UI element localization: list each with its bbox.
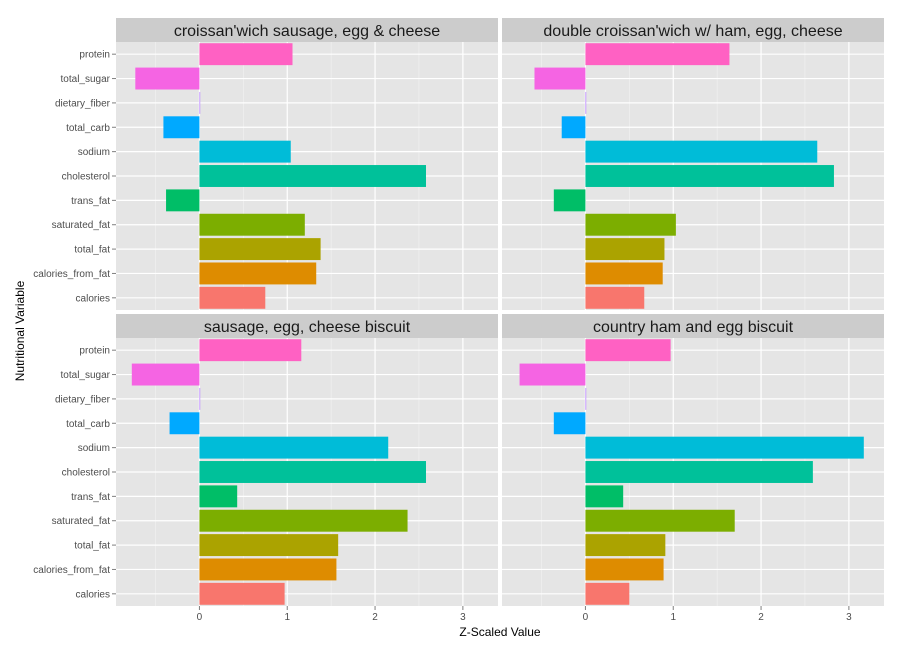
x-axis-title: Z-Scaled Value bbox=[459, 625, 540, 639]
bar-total-fat bbox=[585, 534, 666, 557]
bar-sodium bbox=[199, 140, 291, 163]
bar-cholesterol bbox=[585, 165, 834, 187]
y-axis-title: Nutritional Variable bbox=[13, 280, 27, 381]
y-tick-label: total_fat bbox=[74, 541, 110, 552]
y-tick-label: trans_fat bbox=[71, 196, 110, 207]
facet-panel: double croissan'wich w/ ham, egg, cheese bbox=[502, 18, 884, 310]
x-tick-label: 0 bbox=[197, 612, 203, 623]
y-tick-label: calories_from_fat bbox=[33, 269, 110, 280]
facet-strip bbox=[116, 18, 498, 42]
bar-total-fat bbox=[199, 238, 321, 261]
bar-cholesterol bbox=[199, 165, 426, 187]
x-tick-label: 1 bbox=[670, 612, 676, 623]
bar-calories bbox=[199, 286, 266, 309]
facet-strip bbox=[116, 314, 498, 338]
y-tick-label: total_fat bbox=[74, 245, 110, 256]
bar-total-sugar bbox=[131, 363, 200, 386]
bar-dietary-fiber bbox=[199, 387, 201, 410]
y-tick-label: dietary_fiber bbox=[55, 394, 111, 405]
bar-dietary-fiber bbox=[585, 91, 587, 114]
bar-total-sugar bbox=[534, 67, 586, 90]
bar-sodium bbox=[199, 436, 389, 459]
bar-protein bbox=[199, 43, 293, 66]
facet-title: sausage, egg, cheese biscuit bbox=[204, 319, 411, 336]
facet-title: double croissan'wich w/ ham, egg, cheese bbox=[543, 23, 842, 40]
y-tick-label: sodium bbox=[78, 147, 110, 158]
bar-protein bbox=[585, 339, 671, 362]
bar-saturated-fat bbox=[199, 509, 408, 532]
facet-title: croissan'wich sausage, egg & cheese bbox=[174, 23, 440, 40]
bar-total-sugar bbox=[519, 363, 586, 386]
bar-calories bbox=[585, 286, 645, 309]
y-tick-label: total_carb bbox=[66, 419, 110, 430]
y-tick-label: calories bbox=[76, 589, 110, 600]
bar-trans-fat bbox=[199, 485, 238, 508]
facet-strip bbox=[502, 18, 884, 42]
y-tick-label: saturated_fat bbox=[52, 220, 111, 231]
bar-cholesterol bbox=[585, 461, 813, 483]
bar-trans-fat bbox=[553, 189, 586, 212]
y-tick-label: cholesterol bbox=[62, 172, 110, 183]
y-tick-label: calories_from_fat bbox=[33, 565, 110, 576]
y-tick-label: dietary_fiber bbox=[55, 98, 111, 109]
bar-dietary-fiber bbox=[199, 91, 201, 114]
bar-dietary-fiber bbox=[585, 387, 587, 410]
bar-saturated-fat bbox=[199, 213, 305, 236]
facet-title: country ham and egg biscuit bbox=[593, 319, 794, 336]
x-tick-label: 2 bbox=[372, 612, 378, 623]
bar-trans-fat bbox=[166, 189, 200, 212]
bar-total-carb bbox=[169, 412, 200, 435]
bar-total-fat bbox=[585, 238, 665, 261]
facet-panel: croissan'wich sausage, egg & cheese prote… bbox=[33, 18, 498, 310]
bar-saturated-fat bbox=[585, 213, 676, 236]
y-tick-label: total_carb bbox=[66, 123, 110, 134]
bar-protein bbox=[199, 339, 302, 362]
y-tick-label: cholesterol bbox=[62, 468, 110, 479]
y-tick-label: trans_fat bbox=[71, 492, 110, 503]
x-tick-label: 2 bbox=[758, 612, 764, 623]
y-tick-label: calories bbox=[76, 293, 110, 304]
bar-calories bbox=[199, 582, 285, 605]
facet-panel: country ham and egg biscuit 0 1 2 3 bbox=[502, 314, 884, 623]
bar-saturated-fat bbox=[585, 509, 735, 532]
bar-cholesterol bbox=[199, 461, 426, 483]
bar-sodium bbox=[585, 436, 864, 459]
bar-calories-from-fat bbox=[199, 558, 337, 581]
bar-total-fat bbox=[199, 534, 339, 557]
bar-calories bbox=[585, 582, 630, 605]
x-tick-label: 1 bbox=[284, 612, 290, 623]
bar-total-carb bbox=[553, 412, 586, 435]
bar-total-carb bbox=[163, 116, 200, 139]
bar-total-sugar bbox=[135, 67, 200, 90]
bar-calories-from-fat bbox=[199, 262, 317, 285]
bar-sodium bbox=[585, 140, 818, 163]
bar-total-carb bbox=[561, 116, 586, 139]
y-tick-label: total_sugar bbox=[61, 74, 111, 85]
x-tick-label: 0 bbox=[583, 612, 589, 623]
facet-panel: sausage, egg, cheese biscuit protein total… bbox=[33, 314, 498, 623]
y-tick-label: protein bbox=[79, 346, 110, 357]
y-tick-label: protein bbox=[79, 50, 110, 61]
x-tick-label: 3 bbox=[846, 612, 852, 623]
y-tick-label: total_sugar bbox=[61, 370, 111, 381]
facet-strip bbox=[502, 314, 884, 338]
bar-trans-fat bbox=[585, 485, 624, 508]
y-tick-label: sodium bbox=[78, 443, 110, 454]
x-tick-label: 3 bbox=[460, 612, 466, 623]
y-tick-label: saturated_fat bbox=[52, 516, 111, 527]
bar-protein bbox=[585, 43, 730, 66]
bar-calories-from-fat bbox=[585, 262, 663, 285]
bar-calories-from-fat bbox=[585, 558, 664, 581]
